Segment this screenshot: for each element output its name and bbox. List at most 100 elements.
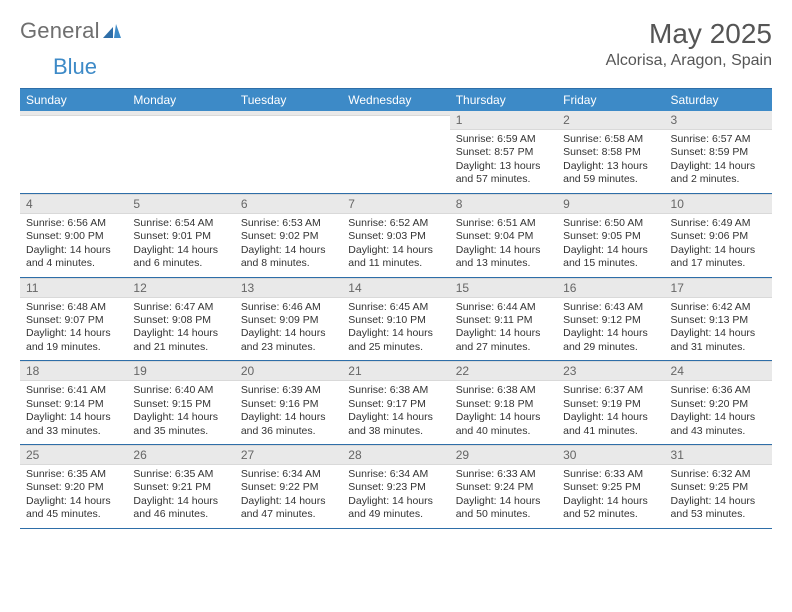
day-number-strip: 2 bbox=[557, 111, 664, 130]
daylight-text: Daylight: 14 hours and 41 minutes. bbox=[563, 411, 658, 438]
day-cell: 19Sunrise: 6:40 AMSunset: 9:15 PMDayligh… bbox=[127, 361, 234, 444]
sunset-text: Sunset: 8:58 PM bbox=[563, 146, 658, 159]
sunrise-text: Sunrise: 6:34 AM bbox=[348, 468, 443, 481]
day-body: Sunrise: 6:44 AMSunset: 9:11 PMDaylight:… bbox=[450, 298, 557, 361]
daylight-text: Daylight: 14 hours and 47 minutes. bbox=[241, 495, 336, 522]
day-cell: 27Sunrise: 6:34 AMSunset: 9:22 PMDayligh… bbox=[235, 445, 342, 528]
day-cell: 30Sunrise: 6:33 AMSunset: 9:25 PMDayligh… bbox=[557, 445, 664, 528]
day-cell: 4Sunrise: 6:56 AMSunset: 9:00 PMDaylight… bbox=[20, 194, 127, 277]
weeks-container: 1Sunrise: 6:59 AMSunset: 8:57 PMDaylight… bbox=[20, 111, 772, 529]
day-cell: 28Sunrise: 6:34 AMSunset: 9:23 PMDayligh… bbox=[342, 445, 449, 528]
day-cell: 5Sunrise: 6:54 AMSunset: 9:01 PMDaylight… bbox=[127, 194, 234, 277]
daylight-text: Daylight: 13 hours and 59 minutes. bbox=[563, 160, 658, 187]
sunset-text: Sunset: 9:12 PM bbox=[563, 314, 658, 327]
day-number-strip: 18 bbox=[20, 361, 127, 381]
sunrise-text: Sunrise: 6:51 AM bbox=[456, 217, 551, 230]
day-number-strip: 14 bbox=[342, 278, 449, 298]
sunrise-text: Sunrise: 6:35 AM bbox=[133, 468, 228, 481]
daylight-text: Daylight: 14 hours and 25 minutes. bbox=[348, 327, 443, 354]
daylight-text: Daylight: 14 hours and 29 minutes. bbox=[563, 327, 658, 354]
week-row: 1Sunrise: 6:59 AMSunset: 8:57 PMDaylight… bbox=[20, 111, 772, 194]
day-number: 28 bbox=[342, 446, 449, 464]
daylight-text: Daylight: 14 hours and 15 minutes. bbox=[563, 244, 658, 271]
day-number: 15 bbox=[450, 279, 557, 297]
sunset-text: Sunset: 9:16 PM bbox=[241, 398, 336, 411]
daylight-text: Daylight: 14 hours and 49 minutes. bbox=[348, 495, 443, 522]
day-body: Sunrise: 6:49 AMSunset: 9:06 PMDaylight:… bbox=[665, 214, 772, 277]
day-number: 10 bbox=[665, 195, 772, 213]
day-number: 27 bbox=[235, 446, 342, 464]
day-number-strip: 12 bbox=[127, 278, 234, 298]
day-body: Sunrise: 6:53 AMSunset: 9:02 PMDaylight:… bbox=[235, 214, 342, 277]
sunrise-text: Sunrise: 6:37 AM bbox=[563, 384, 658, 397]
sunrise-text: Sunrise: 6:59 AM bbox=[456, 133, 551, 146]
sunset-text: Sunset: 9:13 PM bbox=[671, 314, 766, 327]
day-cell bbox=[342, 111, 449, 193]
day-number: 26 bbox=[127, 446, 234, 464]
brand-general-text: General bbox=[20, 18, 100, 44]
day-number: 18 bbox=[20, 362, 127, 380]
day-number: 22 bbox=[450, 362, 557, 380]
sunset-text: Sunset: 9:01 PM bbox=[133, 230, 228, 243]
sunset-text: Sunset: 9:21 PM bbox=[133, 481, 228, 494]
week-row: 25Sunrise: 6:35 AMSunset: 9:20 PMDayligh… bbox=[20, 445, 772, 529]
day-cell: 17Sunrise: 6:42 AMSunset: 9:13 PMDayligh… bbox=[665, 278, 772, 361]
day-number-strip: 25 bbox=[20, 445, 127, 465]
day-number-strip: 8 bbox=[450, 194, 557, 214]
day-number-strip: 6 bbox=[235, 194, 342, 214]
daylight-text: Daylight: 14 hours and 40 minutes. bbox=[456, 411, 551, 438]
day-number: 31 bbox=[665, 446, 772, 464]
sunset-text: Sunset: 9:05 PM bbox=[563, 230, 658, 243]
sunset-text: Sunset: 9:02 PM bbox=[241, 230, 336, 243]
sunset-text: Sunset: 9:10 PM bbox=[348, 314, 443, 327]
daylight-text: Daylight: 14 hours and 11 minutes. bbox=[348, 244, 443, 271]
sunset-text: Sunset: 9:25 PM bbox=[671, 481, 766, 494]
day-body: Sunrise: 6:35 AMSunset: 9:20 PMDaylight:… bbox=[20, 465, 127, 528]
day-body: Sunrise: 6:43 AMSunset: 9:12 PMDaylight:… bbox=[557, 298, 664, 361]
daylight-text: Daylight: 14 hours and 17 minutes. bbox=[671, 244, 766, 271]
day-number: 12 bbox=[127, 279, 234, 297]
week-row: 4Sunrise: 6:56 AMSunset: 9:00 PMDaylight… bbox=[20, 194, 772, 278]
sunset-text: Sunset: 9:15 PM bbox=[133, 398, 228, 411]
sunset-text: Sunset: 9:07 PM bbox=[26, 314, 121, 327]
day-cell: 1Sunrise: 6:59 AMSunset: 8:57 PMDaylight… bbox=[450, 111, 557, 193]
day-body: Sunrise: 6:47 AMSunset: 9:08 PMDaylight:… bbox=[127, 298, 234, 361]
sunrise-text: Sunrise: 6:36 AM bbox=[671, 384, 766, 397]
daylight-text: Daylight: 14 hours and 38 minutes. bbox=[348, 411, 443, 438]
day-cell: 3Sunrise: 6:57 AMSunset: 8:59 PMDaylight… bbox=[665, 111, 772, 193]
day-cell: 13Sunrise: 6:46 AMSunset: 9:09 PMDayligh… bbox=[235, 278, 342, 361]
sunset-text: Sunset: 9:20 PM bbox=[671, 398, 766, 411]
day-body: Sunrise: 6:58 AMSunset: 8:58 PMDaylight:… bbox=[557, 130, 664, 193]
day-body bbox=[127, 116, 234, 193]
day-number: 19 bbox=[127, 362, 234, 380]
day-body: Sunrise: 6:42 AMSunset: 9:13 PMDaylight:… bbox=[665, 298, 772, 361]
sunrise-text: Sunrise: 6:41 AM bbox=[26, 384, 121, 397]
day-body: Sunrise: 6:51 AMSunset: 9:04 PMDaylight:… bbox=[450, 214, 557, 277]
day-number-strip: 10 bbox=[665, 194, 772, 214]
day-cell: 10Sunrise: 6:49 AMSunset: 9:06 PMDayligh… bbox=[665, 194, 772, 277]
sunrise-text: Sunrise: 6:53 AM bbox=[241, 217, 336, 230]
day-number-strip: 21 bbox=[342, 361, 449, 381]
day-cell bbox=[235, 111, 342, 193]
daylight-text: Daylight: 14 hours and 50 minutes. bbox=[456, 495, 551, 522]
day-body: Sunrise: 6:37 AMSunset: 9:19 PMDaylight:… bbox=[557, 381, 664, 444]
day-number-strip: 11 bbox=[20, 278, 127, 298]
day-number: 30 bbox=[557, 446, 664, 464]
sunset-text: Sunset: 9:08 PM bbox=[133, 314, 228, 327]
daylight-text: Daylight: 14 hours and 4 minutes. bbox=[26, 244, 121, 271]
day-cell: 14Sunrise: 6:45 AMSunset: 9:10 PMDayligh… bbox=[342, 278, 449, 361]
day-number: 8 bbox=[450, 195, 557, 213]
daylight-text: Daylight: 14 hours and 43 minutes. bbox=[671, 411, 766, 438]
day-body: Sunrise: 6:32 AMSunset: 9:25 PMDaylight:… bbox=[665, 465, 772, 528]
sunrise-text: Sunrise: 6:42 AM bbox=[671, 301, 766, 314]
day-body: Sunrise: 6:33 AMSunset: 9:25 PMDaylight:… bbox=[557, 465, 664, 528]
sunrise-text: Sunrise: 6:38 AM bbox=[348, 384, 443, 397]
daylight-text: Daylight: 14 hours and 35 minutes. bbox=[133, 411, 228, 438]
day-body: Sunrise: 6:56 AMSunset: 9:00 PMDaylight:… bbox=[20, 214, 127, 277]
dow-sunday: Sunday bbox=[20, 89, 127, 111]
day-number-strip: 20 bbox=[235, 361, 342, 381]
sunrise-text: Sunrise: 6:32 AM bbox=[671, 468, 766, 481]
week-row: 11Sunrise: 6:48 AMSunset: 9:07 PMDayligh… bbox=[20, 278, 772, 362]
daylight-text: Daylight: 14 hours and 52 minutes. bbox=[563, 495, 658, 522]
day-cell: 15Sunrise: 6:44 AMSunset: 9:11 PMDayligh… bbox=[450, 278, 557, 361]
